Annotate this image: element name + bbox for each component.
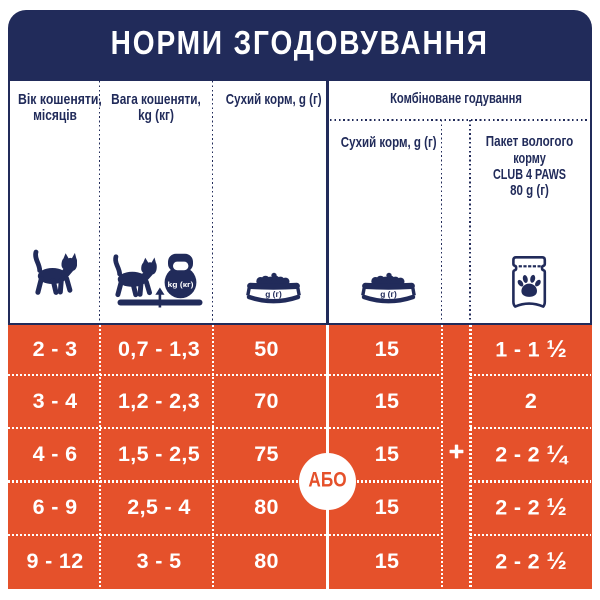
svg-text:kg (кг): kg (кг) xyxy=(168,280,194,289)
svg-text:АБО: АБО xyxy=(309,467,347,491)
svg-text:g (г): g (г) xyxy=(265,289,282,299)
